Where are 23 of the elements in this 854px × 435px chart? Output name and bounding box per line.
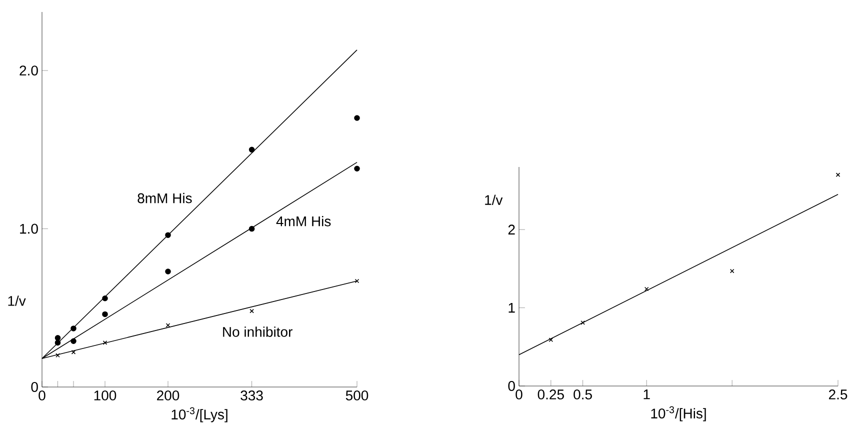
series-label: No inhibitor xyxy=(223,326,292,337)
y-axis-title: 1/v xyxy=(8,296,26,306)
x-tick-label: 0 xyxy=(38,390,46,400)
y-tick-label: 0 xyxy=(508,381,515,391)
x-axis-title: 10$^{-3}$/[His] xyxy=(651,406,706,422)
x-tick-label: 2.5 xyxy=(828,390,848,400)
y-axis-title: 1/v xyxy=(485,194,503,205)
y-tick-label: 1.0 xyxy=(20,224,38,234)
series-label: 8mM His xyxy=(138,192,192,204)
y-tick-label: 0 xyxy=(31,382,38,392)
x-tick-label: 0.25 xyxy=(538,390,564,400)
x-tick-label: 100 xyxy=(94,390,116,400)
x-tick-label: 500 xyxy=(346,390,368,400)
y-tick-label: 2 xyxy=(508,224,515,234)
x-axis-title: 10$^{-3}$/[Lys] xyxy=(172,407,228,422)
y-tick-label: 2.0 xyxy=(20,66,38,76)
x-tick-label: 0.5 xyxy=(574,390,592,400)
x-tick-label: 1 xyxy=(644,390,650,400)
series-label: 4mM His xyxy=(276,216,331,226)
x-tick-label: 200 xyxy=(157,390,180,400)
x-tick-label: 0 xyxy=(516,390,522,400)
x-tick-label: 333 xyxy=(240,390,263,400)
y-tick-label: 1 xyxy=(508,302,515,313)
